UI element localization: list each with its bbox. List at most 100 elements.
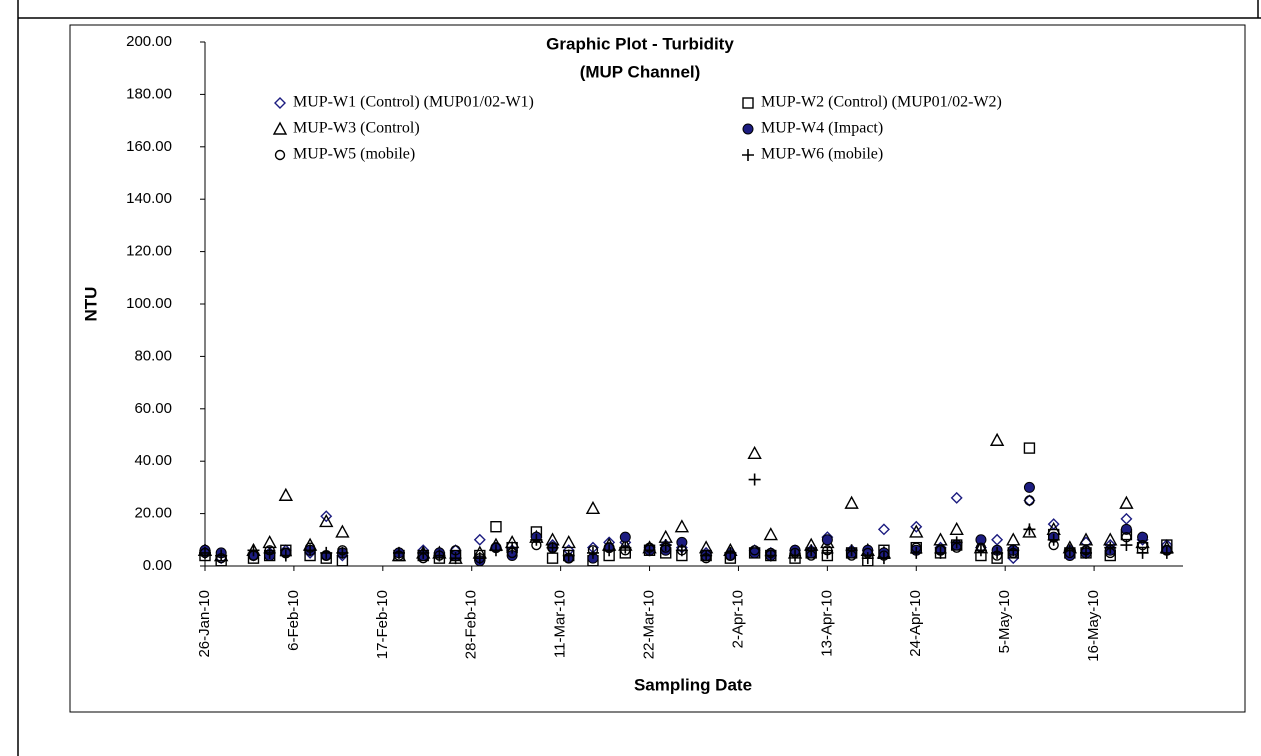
marker-triangle: [674, 519, 690, 533]
y-tick-label: 0.00: [143, 557, 172, 574]
y-tick-label: 40.00: [134, 452, 172, 469]
marker-plus: [821, 546, 834, 559]
y-tick-label: 140.00: [126, 190, 172, 207]
y-tick-label: 120.00: [126, 243, 172, 260]
marker-plus: [304, 544, 317, 557]
marker-plus: [336, 546, 349, 559]
legend-label: MUP-W4 (Impact): [761, 120, 883, 137]
marker-triangle: [989, 432, 1005, 446]
marker-plus: [742, 149, 754, 161]
y-tick-label: 200.00: [126, 33, 172, 50]
marker-circle: [274, 149, 286, 161]
y-tick-label: 180.00: [126, 85, 172, 102]
marker-triangle: [1022, 524, 1037, 538]
marker-triangle: [844, 495, 859, 509]
marker-plus: [1080, 546, 1093, 559]
marker-plus: [1063, 544, 1076, 557]
marker-triangle: [272, 121, 288, 135]
marker-triangle: [319, 513, 334, 528]
marker-triangle: [1119, 495, 1134, 509]
marker-circle: [749, 545, 760, 556]
chart-title: Graphic Plot - Turbidity: [546, 34, 734, 53]
marker-plus: [562, 549, 575, 562]
marker-diamond: [473, 533, 486, 546]
y-tick-label: 160.00: [126, 138, 172, 155]
marker-plus: [675, 544, 688, 557]
marker-filled-circle: [1023, 481, 1035, 493]
marker-plus: [506, 541, 519, 554]
y-axis-label: NTU: [81, 287, 100, 322]
chart-subtitle: (MUP Channel): [580, 62, 701, 81]
marker-plus: [877, 552, 890, 565]
marker-plus: [263, 546, 276, 559]
marker-filled-circle: [749, 547, 761, 559]
x-tick-label: 28-Feb-10: [463, 590, 480, 659]
x-axis-label: Sampling Date: [634, 675, 752, 694]
series: [199, 473, 1173, 565]
marker-plus: [845, 544, 858, 557]
x-tick-label: 22-Mar-10: [641, 590, 658, 659]
chart-border: [69, 24, 1246, 713]
legend-label: MUP-W3 (Control): [293, 120, 420, 137]
marker-plus: [392, 546, 405, 559]
marker-plus: [724, 546, 737, 559]
marker-plus: [1136, 546, 1149, 559]
marker-plus: [279, 549, 292, 562]
marker-square: [1023, 442, 1036, 454]
marker-plus: [1023, 523, 1036, 536]
marker-diamond: [950, 491, 963, 504]
marker-diamond: [877, 523, 890, 536]
marker-square: [742, 97, 754, 109]
legend-label: MUP-W6 (mobile): [761, 146, 883, 163]
marker-triangle: [747, 445, 762, 460]
y-tick-label: 60.00: [134, 400, 172, 417]
marker-filled-circle: [821, 534, 833, 546]
marker-filled-circle: [1137, 531, 1149, 543]
marker-plus: [643, 544, 656, 557]
marker-plus: [700, 549, 713, 562]
marker-plus: [659, 539, 672, 552]
marker-triangle: [909, 524, 924, 538]
marker-triangle: [949, 521, 964, 536]
marker-plus: [934, 546, 947, 559]
marker-diamond: [320, 510, 333, 523]
x-tick-label: 2-Apr-10: [729, 590, 746, 648]
marker-square: [490, 521, 502, 533]
marker-plus: [320, 546, 333, 559]
marker-triangle: [561, 534, 576, 549]
marker-triangle: [585, 500, 601, 515]
marker-plus: [489, 544, 502, 557]
marker-filled-circle: [619, 531, 631, 543]
x-tick-label: 6-Feb-10: [285, 590, 302, 651]
x-tick-label: 24-Apr-10: [907, 590, 924, 657]
x-tick-label: 17-Feb-10: [374, 590, 391, 659]
marker-plus: [1104, 541, 1117, 554]
marker-plus: [619, 541, 632, 554]
marker-diamond: [274, 97, 286, 109]
marker-plus: [1120, 539, 1133, 552]
legend-label: MUP-W2 (Control) (MUP01/02-W2): [761, 94, 1002, 111]
marker-triangle: [335, 524, 350, 538]
marker-filled-circle: [742, 123, 754, 135]
legend-label: MUP-W1 (Control) (MUP01/02-W1): [293, 94, 534, 111]
x-tick-label: 26-Jan-10: [196, 590, 213, 658]
marker-plus: [530, 533, 543, 546]
x-tick-label: 5-May-10: [996, 590, 1013, 653]
marker-plus: [473, 552, 486, 565]
marker-plus: [991, 546, 1004, 559]
marker-plus: [215, 549, 228, 562]
marker-plus: [433, 549, 446, 562]
marker-plus: [586, 546, 599, 559]
marker-plus: [199, 546, 211, 559]
legend-label: MUP-W5 (mobile): [293, 146, 415, 163]
marker-triangle: [1078, 532, 1094, 546]
marker-plus: [861, 552, 874, 565]
marker-plus: [546, 541, 559, 554]
marker-plus: [1047, 533, 1060, 546]
marker-diamond: [910, 520, 923, 533]
marker-triangle: [763, 527, 778, 541]
marker-plus: [247, 544, 260, 557]
marker-plus: [950, 536, 963, 549]
y-tick-label: 80.00: [134, 347, 172, 364]
